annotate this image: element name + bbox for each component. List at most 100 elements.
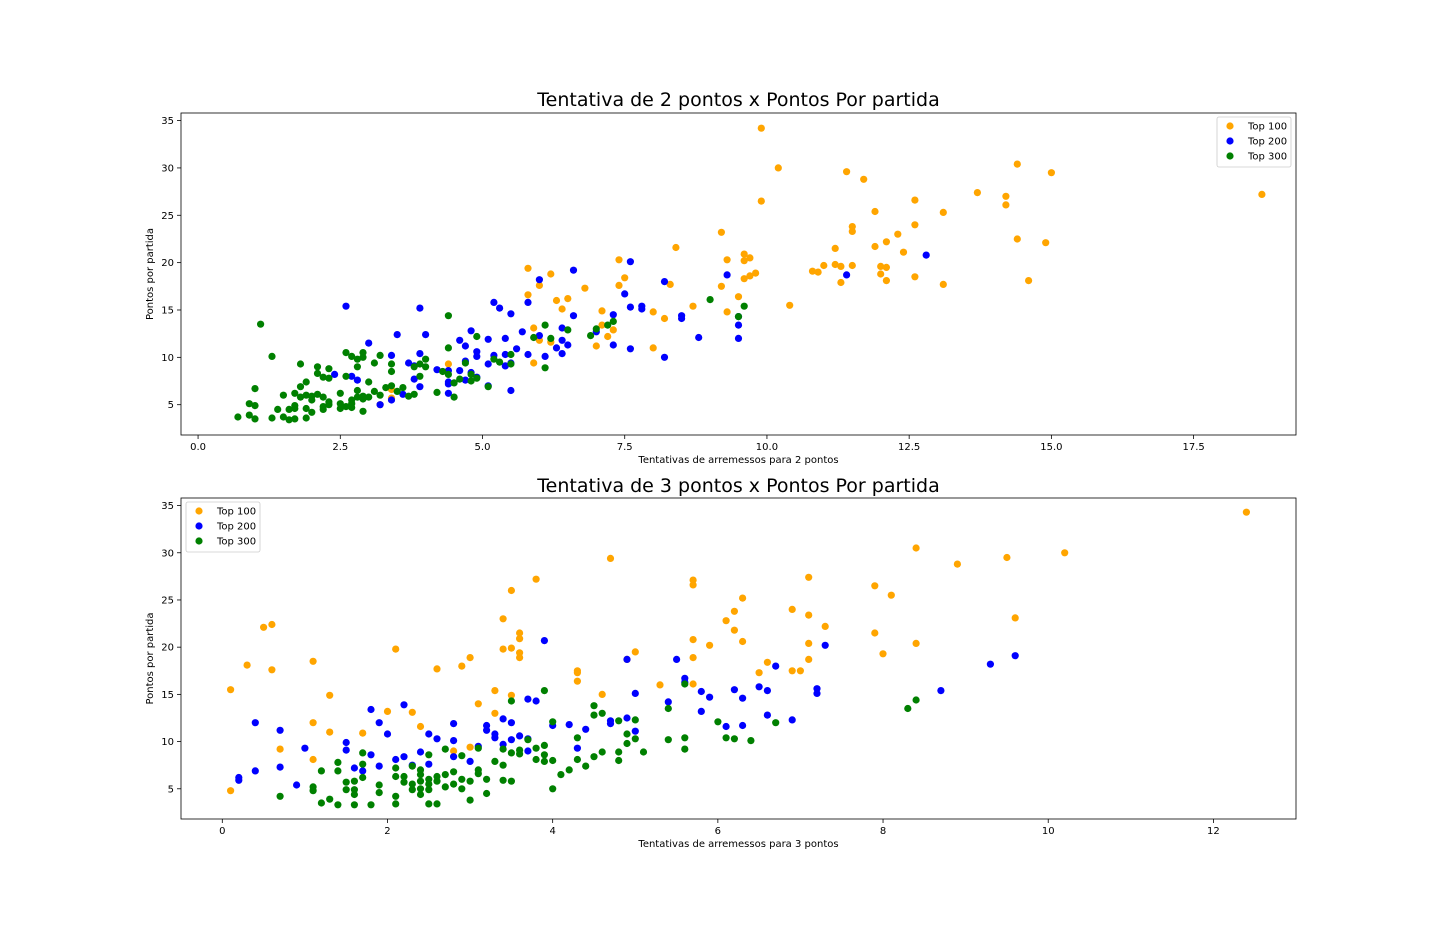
data-point-top-200 <box>499 715 507 723</box>
data-point-top-100 <box>973 189 982 197</box>
data-point-top-300 <box>359 407 367 415</box>
data-point-top-100 <box>814 268 822 276</box>
data-point-top-200 <box>678 314 686 323</box>
x-tick-label: 2 <box>384 826 390 837</box>
data-point-top-100 <box>912 639 920 648</box>
data-point-top-300 <box>408 786 416 794</box>
legend: Top 100 Top 200 Top 300 <box>185 501 261 553</box>
data-point-top-200 <box>734 334 743 342</box>
data-point-top-300 <box>496 358 504 366</box>
data-point-top-300 <box>400 772 408 781</box>
data-point-top-200 <box>450 737 458 745</box>
data-point-top-300 <box>319 403 327 411</box>
data-point-top-300 <box>499 745 507 753</box>
data-point-top-200 <box>734 321 743 329</box>
data-point-top-200 <box>706 693 714 701</box>
data-point-top-100 <box>524 291 532 299</box>
data-point-top-200 <box>558 336 566 344</box>
data-point-top-300 <box>268 352 276 360</box>
data-point-top-300 <box>325 374 333 382</box>
data-point-top-100 <box>757 197 765 205</box>
data-point-top-300 <box>382 384 390 392</box>
data-point-top-100 <box>631 648 639 656</box>
data-point-top-100 <box>392 645 400 653</box>
data-point-top-300 <box>474 744 482 752</box>
data-point-top-300 <box>317 767 325 775</box>
data-point-top-200 <box>393 331 401 339</box>
data-point-top-200 <box>416 748 425 756</box>
data-point-top-100 <box>416 722 425 731</box>
data-point-top-200 <box>631 727 639 735</box>
data-point-top-200 <box>483 726 491 734</box>
data-point-top-300 <box>392 792 400 800</box>
data-point-top-200 <box>524 298 532 306</box>
data-point-top-300 <box>664 704 672 713</box>
data-point-top-200 <box>626 345 635 353</box>
data-point-top-300 <box>450 780 458 788</box>
data-point-top-300 <box>422 363 430 371</box>
data-point-top-200 <box>937 687 945 695</box>
data-point-top-300 <box>483 789 491 798</box>
data-point-top-300 <box>296 383 305 391</box>
data-point-top-200 <box>518 328 526 336</box>
data-point-top-200 <box>251 719 259 727</box>
data-point-top-100 <box>882 277 891 285</box>
data-point-top-300 <box>302 414 310 422</box>
data-point-top-300 <box>393 387 401 395</box>
data-point-top-100 <box>739 637 747 646</box>
data-point-top-100 <box>516 654 524 662</box>
data-point-top-200 <box>461 376 469 384</box>
chart-title: Tentativa de 3 pontos x Pontos Por parti… <box>536 475 939 497</box>
data-point-top-200 <box>444 389 452 397</box>
data-point-top-100 <box>499 615 507 623</box>
data-point-top-300 <box>491 757 499 766</box>
data-point-top-100 <box>581 284 589 292</box>
data-point-top-100 <box>1025 277 1033 285</box>
data-point-top-100 <box>507 586 515 595</box>
data-point-top-300 <box>772 719 780 727</box>
data-point-top-100 <box>831 244 839 252</box>
scatter-points <box>234 124 1266 424</box>
data-point-top-200 <box>367 751 375 759</box>
data-point-top-200 <box>422 331 430 339</box>
data-point-top-300 <box>376 351 384 359</box>
data-point-top-200 <box>564 341 572 349</box>
data-point-top-300 <box>251 415 259 423</box>
data-point-top-300 <box>590 711 598 719</box>
data-point-top-100 <box>882 238 891 246</box>
data-point-top-300 <box>319 393 327 401</box>
data-point-top-100 <box>408 708 416 716</box>
data-point-top-100 <box>871 629 879 637</box>
data-point-top-100 <box>871 582 879 590</box>
data-point-top-100 <box>615 281 623 289</box>
data-point-top-300 <box>598 709 606 717</box>
data-point-top-100 <box>1013 160 1021 168</box>
data-point-top-300 <box>342 349 350 357</box>
data-point-top-300 <box>334 801 342 809</box>
data-point-top-200 <box>353 376 361 384</box>
data-point-top-300 <box>615 748 623 756</box>
y-tick-label: 30 <box>161 548 174 559</box>
data-point-top-200 <box>739 694 747 702</box>
data-point-top-100 <box>871 207 879 216</box>
data-point-top-100 <box>837 278 845 287</box>
data-point-top-300 <box>904 704 912 713</box>
data-point-top-100 <box>532 575 540 583</box>
data-point-top-300 <box>516 746 524 754</box>
data-point-top-100 <box>260 623 268 631</box>
data-point-top-100 <box>860 175 868 183</box>
data-point-top-200 <box>558 350 566 358</box>
data-point-top-200 <box>484 360 492 368</box>
data-point-top-200 <box>400 701 408 709</box>
x-tick-label: 2.5 <box>332 442 348 453</box>
data-point-top-300 <box>433 772 441 781</box>
data-point-top-100 <box>606 554 615 563</box>
data-point-top-300 <box>532 755 540 764</box>
data-point-top-200 <box>763 687 772 695</box>
data-point-top-100 <box>1047 169 1055 177</box>
data-point-top-300 <box>507 360 515 368</box>
y-tick-label: 35 <box>161 501 174 512</box>
data-point-top-300 <box>350 801 358 809</box>
data-point-top-300 <box>342 778 350 786</box>
plot-frame <box>180 112 1297 436</box>
